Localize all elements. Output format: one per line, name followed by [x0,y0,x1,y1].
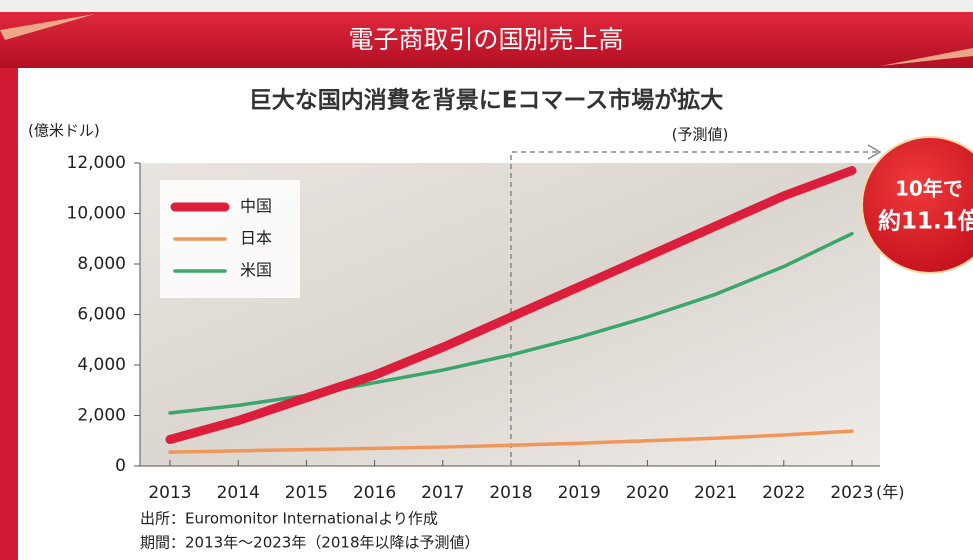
x-tick-label: 2015 [285,483,328,503]
slide-title: 電子商取引の国別売上高 [348,25,623,54]
x-unit: (年) [876,483,905,502]
left-border [0,68,18,560]
slide: 電子商取引の国別売上高 巨大な国内消費を背景にEコマース市場が拡大 (億米ドル)… [0,0,973,560]
x-tick-label: 2016 [353,483,396,503]
y-axis-label: (億米ドル) [28,122,100,140]
y-tick-label: 0 [115,456,126,476]
x-tick-label: 2013 [148,483,191,503]
legend-label: 米国 [240,261,272,280]
x-tick-label: 2014 [217,483,260,503]
badge-text: 約11.1倍 [878,208,973,235]
y-tick-label: 6,000 [77,305,126,325]
x-tick-label: 2018 [489,483,532,503]
legend-label: 中国 [240,197,272,216]
forecast-label: (予測値) [672,126,729,144]
top-strip [0,0,973,12]
x-tick-label: 2022 [762,483,805,503]
period-note: 期間：2013年～2023年（2018年以降は予測値） [140,534,480,552]
x-tick-label: 2017 [421,483,464,503]
y-tick-label: 2,000 [77,406,126,426]
x-tick-label: 2019 [558,483,601,503]
y-tick-label: 12,000 [67,153,126,173]
source-note: 出所：Euromonitor Internationalより作成 [140,510,438,528]
legend-label: 日本 [240,229,272,248]
badge-text: 10年で [895,177,963,201]
x-tick-label: 2021 [694,483,737,503]
chart-title: 巨大な国内消費を背景にEコマース市場が拡大 [249,87,724,114]
x-tick-label: 2023 [830,483,873,503]
y-tick-label: 8,000 [77,254,126,274]
x-tick-label: 2020 [626,483,669,503]
y-tick-label: 4,000 [77,355,126,375]
y-tick-label: 10,000 [67,204,126,224]
